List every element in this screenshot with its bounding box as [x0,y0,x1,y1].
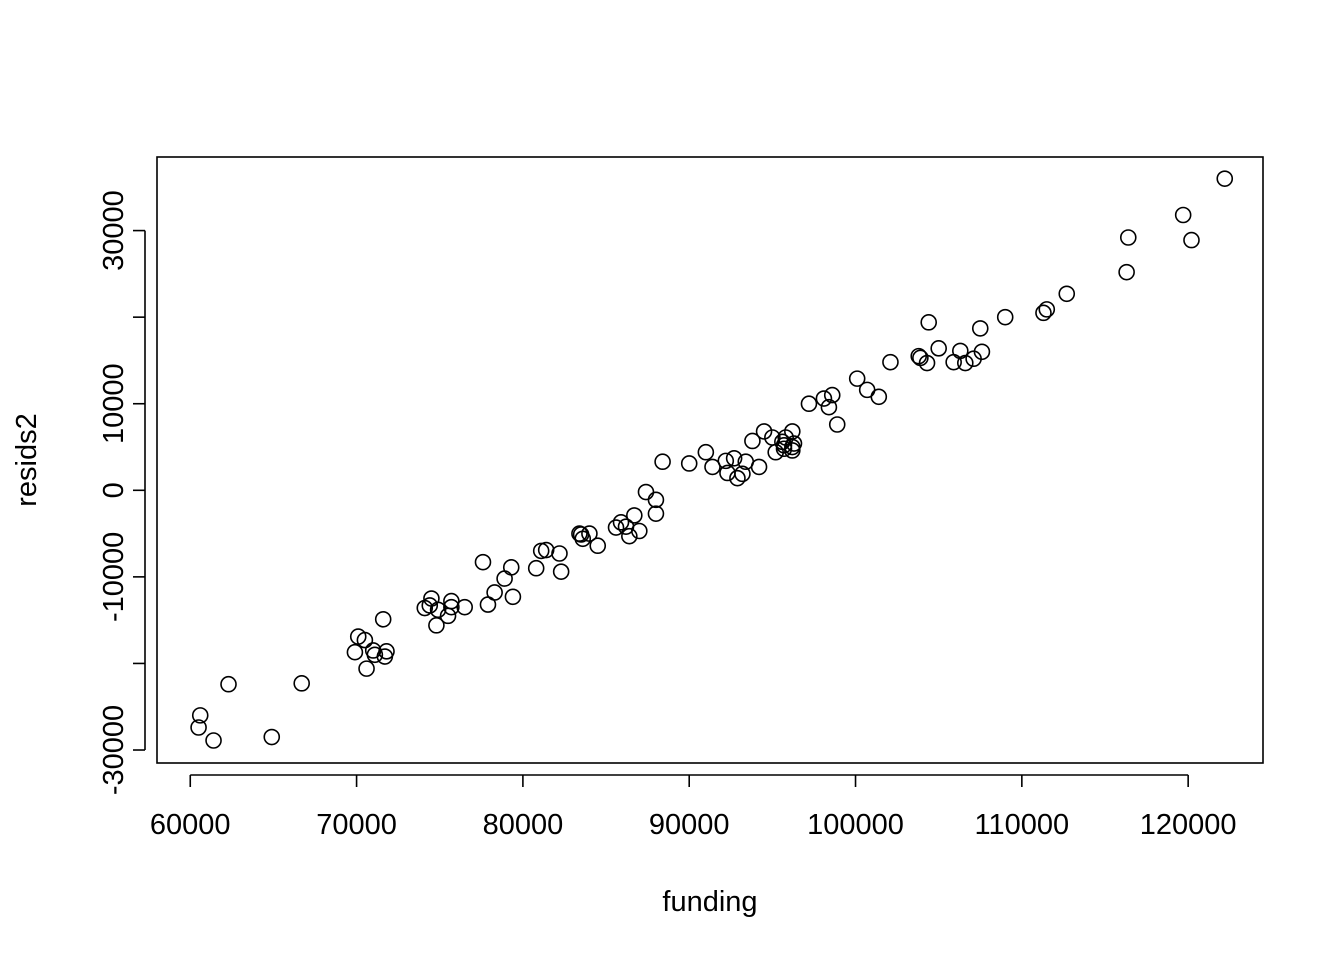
y-tick-label: 30000 [98,190,130,271]
data-point [527,559,545,577]
data-point [220,675,237,693]
data-point [486,584,503,601]
data-point [356,631,374,649]
data-point [205,732,222,749]
data-point [1035,304,1052,322]
x-axis: 60000 70000 80000 90000 100000 110000 120000 [150,774,1237,841]
y-axis-title: resids2 [11,413,43,507]
data-point [734,465,751,483]
data-point [346,643,364,661]
data-point [775,440,793,458]
data-point [637,483,655,501]
data-point [1038,301,1056,318]
data-point [263,728,281,746]
data-point [800,395,818,413]
data-point [725,449,743,467]
data-point [631,522,648,540]
y-axis: -30000 -10000 0 10000 30000 [98,190,146,795]
data-point [474,553,492,571]
data-point [815,390,833,407]
x-tick-label: 110000 [975,809,1070,841]
data-point [973,343,991,361]
data-point [717,452,735,470]
data-point [996,308,1014,326]
data-point [621,527,638,545]
data-point [750,458,768,476]
data-point [1183,231,1200,249]
data-point [918,354,936,372]
data-point [443,592,460,610]
data-point [293,675,310,692]
data-point [1174,206,1192,224]
data-point [607,519,625,536]
data-point [882,353,899,371]
data-point [870,388,888,406]
data-point [443,598,460,616]
data-point [421,597,439,614]
data-point [504,588,522,606]
data-point [551,545,568,562]
plot-frame [156,156,1264,764]
data-point [744,432,761,450]
data-point [456,598,473,616]
x-axis-title: funding [662,886,757,918]
data-point [366,646,384,664]
data-point [1216,170,1234,187]
x-tick-label: 60000 [150,809,231,841]
data-point [1118,263,1135,281]
y-tick-label: -10000 [98,532,130,622]
data-point [374,610,392,628]
data-point [1119,229,1137,246]
x-tick-label: 100000 [807,809,904,841]
data-point [191,707,209,724]
data-point [626,507,643,524]
data-point [190,719,207,736]
data-point [496,570,513,587]
data-point [647,491,665,509]
data-points [190,170,1234,749]
y-tick-label: -30000 [98,705,130,795]
data-point [755,423,773,440]
y-tick-label: 0 [98,482,130,498]
data-point [828,416,846,433]
data-point [858,381,876,399]
data-point [971,320,989,337]
data-point [729,469,746,487]
data-point [680,455,698,472]
data-point [823,386,841,404]
data-point [956,354,974,372]
data-point [704,458,721,476]
data-point [358,660,375,677]
data-point [848,370,866,387]
x-tick-label: 70000 [316,809,397,841]
x-tick-label: 120000 [1140,809,1237,841]
x-tick-label: 90000 [649,809,730,841]
data-point [654,453,671,471]
data-point [502,559,520,576]
data-point [532,542,550,560]
data-point [1058,285,1076,303]
data-point [820,398,838,416]
data-point [429,601,447,619]
data-point [581,525,598,542]
data-point [589,537,607,555]
data-point [784,423,801,440]
x-tick-label: 80000 [483,809,564,841]
data-point [785,435,803,452]
data-point [697,443,715,461]
data-point [378,643,395,660]
data-point [920,314,938,331]
y-tick-label: 10000 [98,363,130,444]
data-point [612,514,630,531]
data-point [930,340,947,357]
data-point [552,563,570,580]
data-point [647,505,665,522]
